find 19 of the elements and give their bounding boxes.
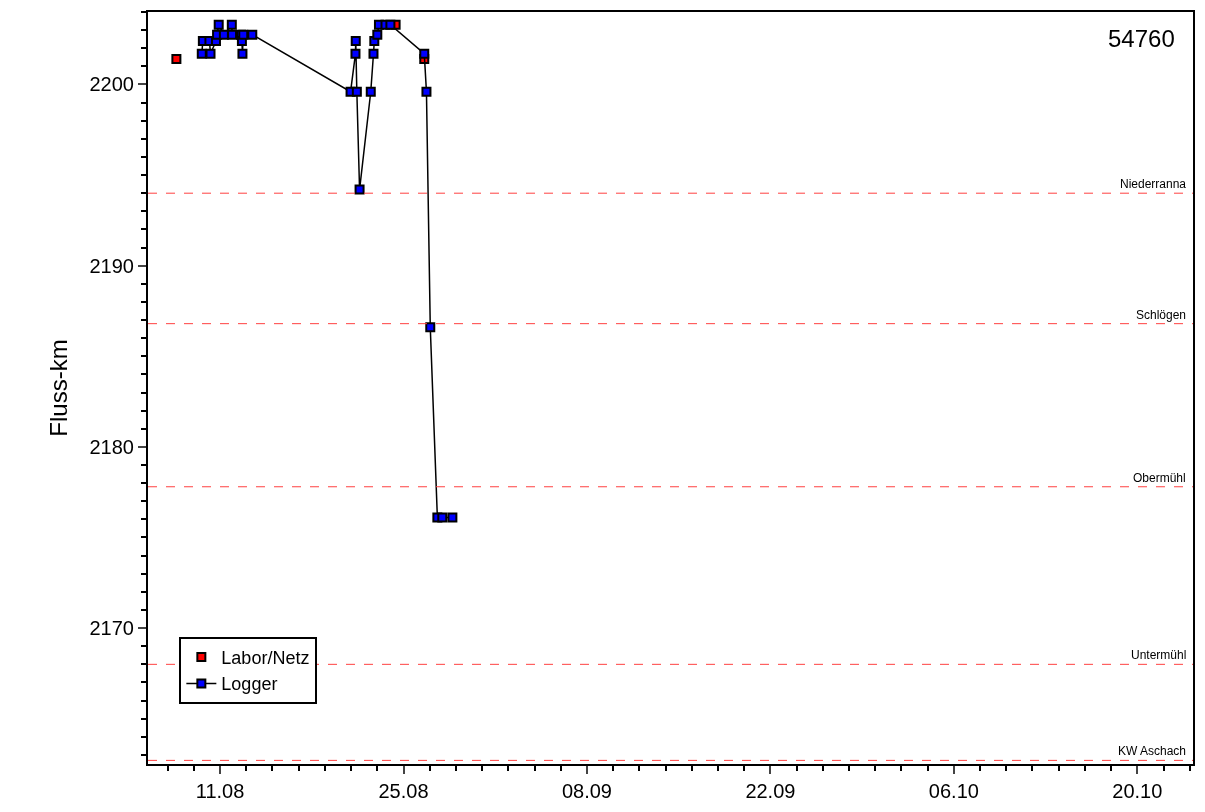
x-tick-label: 20.10: [1112, 780, 1163, 802]
x-tick-label: 11.08: [195, 780, 245, 802]
legend-label: Logger: [221, 674, 278, 695]
x-tick-label: 06.10: [928, 780, 979, 802]
x-tick-label: 22.09: [745, 780, 796, 802]
y-tick-label: 2180: [89, 435, 134, 458]
legend-label: Labor/Netz: [221, 648, 310, 669]
ref-line-label: KW Aschach: [1118, 744, 1187, 758]
y-axis-title: Fluss-km: [45, 339, 73, 437]
ref-line-label: Untermühl: [1131, 648, 1187, 662]
x-tick-label: 25.08: [378, 780, 429, 802]
y-tick-label: 2200: [89, 73, 134, 96]
y-tick-label: 2190: [89, 254, 134, 277]
ref-line-label: Schlögen: [1136, 308, 1187, 322]
annotation: 54760: [1108, 25, 1175, 52]
x-tick-label: 08.09: [561, 780, 612, 802]
ref-line-label: Obermühl: [1133, 471, 1186, 485]
y-tick-label: 2170: [89, 617, 134, 640]
ref-line-label: Niederranna: [1120, 177, 1187, 191]
